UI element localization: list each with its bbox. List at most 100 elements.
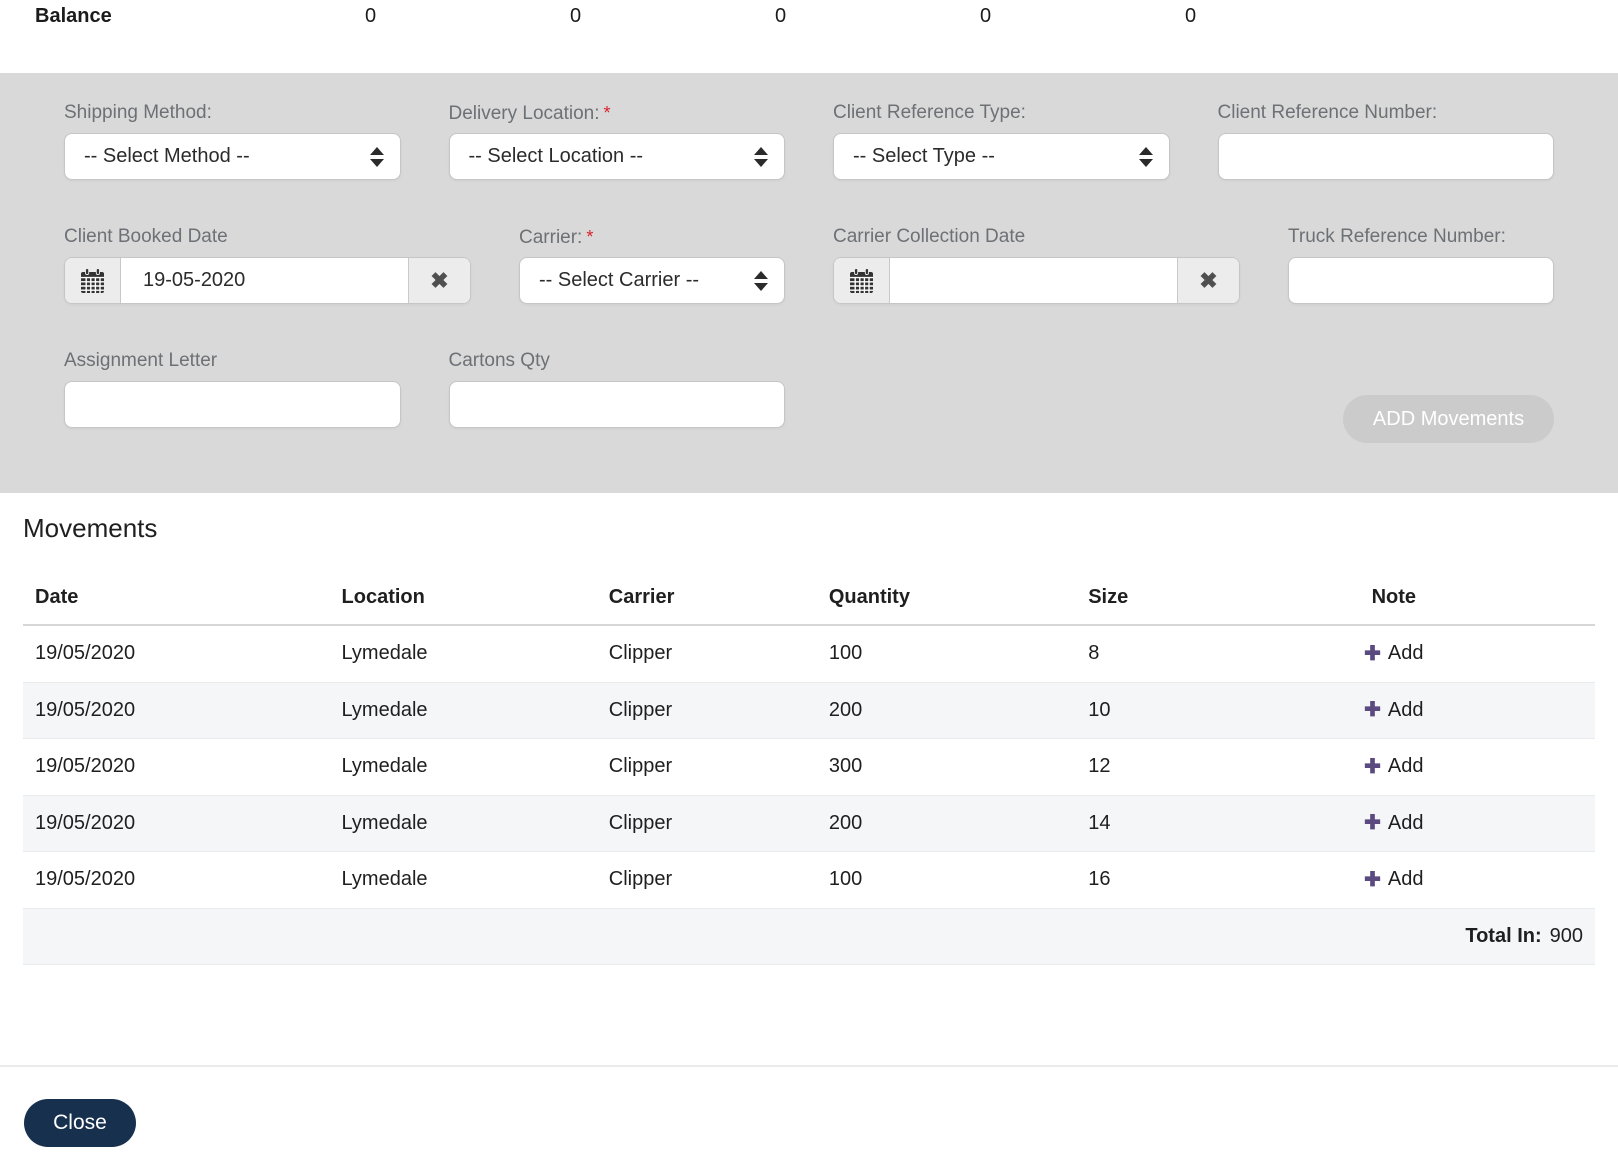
cell-carrier: Clipper — [596, 738, 817, 795]
shipping-method-select[interactable]: -- Select Method -- — [64, 133, 401, 180]
add-note-link[interactable]: ✚ Add — [1364, 812, 1423, 835]
add-note-link[interactable]: ✚ Add — [1364, 699, 1423, 722]
select-arrows-icon — [1138, 146, 1153, 167]
calendar-icon — [81, 267, 104, 293]
cell-note: ✚ Add — [1280, 681, 1595, 739]
calendar-button[interactable] — [834, 258, 890, 303]
carrier-label: Carrier: * — [519, 226, 785, 248]
cell-note: ✚ Add — [1280, 738, 1595, 795]
client-reference-number-input[interactable] — [1217, 133, 1554, 180]
balance-value: 0 — [364, 5, 377, 27]
balance-value: 0 — [569, 5, 582, 27]
plus-icon: ✚ — [1364, 812, 1381, 834]
column-header-carrier: Carrier — [596, 572, 817, 626]
table-row: 19/05/2020 Lymedale Clipper 200 10 ✚ Add — [23, 681, 1595, 739]
cell-carrier: Clipper — [608, 642, 673, 665]
assignment-letter-label: Assignment Letter — [64, 350, 218, 371]
client-booked-date-input[interactable] — [121, 258, 408, 303]
carrier-collection-date-clear-button[interactable]: ✖ — [1177, 258, 1239, 303]
field-shipping-method: Shipping Method: -- Select Method -- — [64, 102, 401, 180]
add-note-label: Add — [1387, 868, 1424, 890]
cell-quantity: 100 — [828, 642, 863, 665]
client-reference-type-select[interactable]: -- Select Type -- — [833, 133, 1170, 180]
client-reference-type-label: Client Reference Type: — [833, 102, 1026, 123]
select-arrows-icon — [754, 270, 768, 291]
add-note-label: Add — [1387, 642, 1424, 664]
delivery-location-label-text: Delivery Location: — [448, 103, 600, 124]
carrier-collection-date-group: ✖ — [833, 257, 1240, 304]
select-arrows-icon — [754, 146, 768, 167]
delivery-location-label: Delivery Location: * — [449, 102, 786, 124]
total-in-value: 900 — [1549, 924, 1583, 947]
column-header-date: Date — [23, 572, 330, 626]
assignment-letter-input[interactable] — [64, 381, 401, 428]
cell-date: 19/05/2020 — [35, 642, 136, 665]
field-client-booked-date: Client Booked Date — [64, 226, 471, 304]
carrier-collection-date-label: Carrier Collection Date — [833, 226, 1026, 247]
cell-size: 10 — [1076, 681, 1281, 739]
column-header-note: Note — [1280, 572, 1595, 626]
carrier-label-text: Carrier: — [519, 227, 583, 248]
calendar-button[interactable] — [65, 258, 121, 303]
add-note-label: Add — [1387, 698, 1424, 721]
total-in-label: Total In: — [1465, 924, 1542, 947]
balance-value: 0 — [1184, 5, 1197, 27]
table-row: 19/05/2020 Lymedale Clipper 300 12 ✚ Add — [23, 738, 1595, 795]
delivery-location-selected-value: -- Select Location -- — [468, 145, 644, 167]
cell-location: Lymedale — [329, 794, 597, 852]
cell-carrier: Clipper — [596, 681, 817, 739]
cell-note: ✚ Add — [1281, 625, 1595, 682]
cell-location: Lymedale — [329, 851, 597, 908]
client-booked-date-label: Client Booked Date — [64, 226, 228, 247]
cell-quantity: 200 — [816, 681, 1077, 739]
table-row: 19/05/2020 Lymedale Clipper 100 16 ✚ Add — [23, 851, 1595, 908]
add-note-label: Add — [1387, 755, 1424, 777]
add-note-label: Add — [1387, 811, 1424, 834]
column-header-size: Size — [1076, 572, 1281, 626]
cartons-qty-input[interactable] — [448, 381, 785, 428]
balance-row: Balance 0 0 0 0 0 — [0, 0, 1618, 33]
cell-note: ✚ Add — [1280, 851, 1595, 908]
calendar-icon — [850, 267, 873, 293]
cell-date: 19/05/2020 — [23, 738, 330, 795]
truck-reference-number-input[interactable] — [1288, 257, 1554, 304]
plus-icon: ✚ — [1364, 755, 1381, 778]
add-note-link[interactable]: ✚ Add — [1364, 868, 1423, 891]
required-asterisk: * — [603, 103, 611, 123]
column-header-location: Location — [329, 572, 597, 626]
client-reference-number-label: Client Reference Number: — [1217, 102, 1438, 123]
balance-label: Balance — [35, 5, 112, 27]
close-button[interactable]: Close — [24, 1098, 136, 1147]
cell-quantity: 200 — [816, 794, 1077, 852]
cell-location: Lymedale — [341, 642, 428, 665]
cell-carrier: Clipper — [596, 851, 817, 908]
shipping-method-selected-value: -- Select Method -- — [84, 145, 250, 167]
cell-location: Lymedale — [329, 681, 597, 739]
delivery-location-select[interactable]: -- Select Location -- — [448, 133, 785, 180]
column-header-quantity: Quantity — [816, 572, 1077, 626]
required-asterisk: * — [586, 227, 594, 247]
client-booked-date-clear-button[interactable]: ✖ — [408, 258, 470, 303]
clear-x-icon: ✖ — [430, 267, 449, 293]
cell-quantity: 300 — [816, 738, 1077, 795]
add-note-link[interactable]: ✚ Add — [1364, 642, 1423, 665]
movements-title: Movements — [23, 513, 158, 543]
field-delivery-location: Delivery Location: * -- Select Location -… — [448, 102, 786, 180]
movement-form-panel: Shipping Method: -- Select Method -- Del… — [0, 73, 1618, 493]
field-client-reference-type: Client Reference Type: -- Select Type -- — [833, 102, 1170, 180]
cell-size: 12 — [1076, 738, 1281, 795]
carrier-collection-date-input[interactable] — [890, 258, 1177, 303]
add-note-link[interactable]: ✚ Add — [1364, 755, 1423, 778]
cell-date: 19/05/2020 — [23, 681, 330, 739]
carrier-select[interactable]: -- Select Carrier -- — [519, 257, 785, 304]
add-movements-button[interactable]: ADD Movements — [1343, 395, 1554, 443]
field-cartons-qty: Cartons Qty — [448, 350, 785, 443]
total-row: Total In: 900 — [23, 907, 1595, 965]
cell-size: 14 — [1076, 794, 1281, 852]
cartons-qty-label: Cartons Qty — [448, 350, 550, 371]
movements-header-row: Date Location Carrier Quantity Size Note — [23, 572, 1595, 626]
movements-table: Date Location Carrier Quantity Size Note… — [23, 572, 1595, 965]
plus-icon: ✚ — [1364, 868, 1381, 891]
cell-carrier: Clipper — [596, 794, 817, 852]
field-assignment-letter: Assignment Letter — [64, 350, 401, 443]
